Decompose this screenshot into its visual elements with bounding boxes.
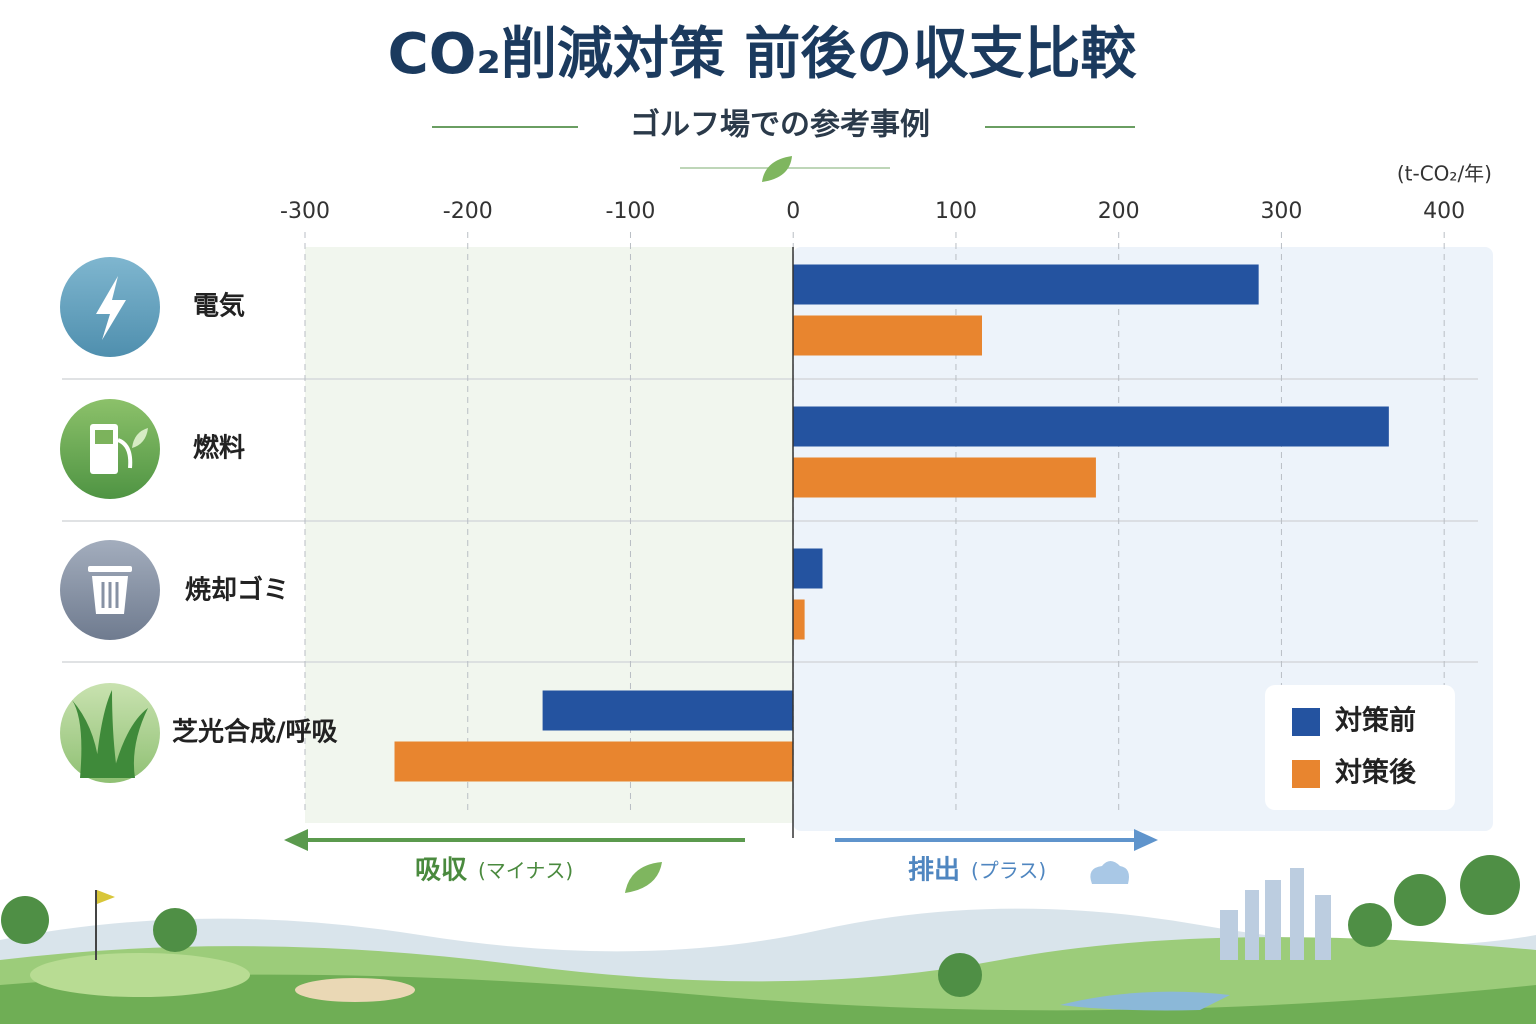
x-tick-label: 200	[1098, 199, 1140, 224]
emit-label: 排出	[908, 856, 960, 886]
emit-note: (プラス)	[971, 859, 1046, 883]
category-label: 燃料	[193, 434, 245, 464]
x-tick-label: -100	[606, 199, 656, 224]
x-tick-label: 400	[1423, 199, 1465, 224]
legend-label: 対策後	[1335, 757, 1417, 789]
legend-swatch	[1292, 760, 1320, 788]
category-icons	[60, 257, 160, 783]
category-label: 芝光合成/呼吸	[172, 717, 338, 748]
absorb-label: 吸収	[415, 856, 468, 886]
unit-label: (t-CO₂/年)	[1397, 162, 1492, 186]
category-label: 電気	[193, 291, 245, 322]
bar	[542, 690, 794, 731]
bar	[793, 457, 1096, 498]
legend-label: 対策前	[1335, 705, 1416, 737]
bar	[793, 406, 1389, 447]
x-tick-label: 100	[935, 199, 977, 224]
bar	[793, 599, 805, 640]
absorb-note: (マイナス)	[478, 859, 573, 883]
bar	[793, 548, 823, 589]
legend-box	[1265, 685, 1455, 810]
landscape	[0, 855, 1536, 1024]
bar	[793, 315, 982, 356]
category-label: 焼却ゴミ	[185, 575, 289, 606]
row-separators	[62, 378, 1478, 663]
x-tick-label: 0	[786, 199, 800, 224]
absorb-region	[305, 247, 793, 823]
leaf-icon	[762, 156, 792, 182]
chart-title: CO₂削減対策 前後の収支比較	[388, 22, 1138, 87]
chart-subtitle: ゴルフ場での参考事例	[630, 108, 930, 143]
direction-arrows	[284, 829, 1158, 893]
bar	[394, 741, 794, 782]
legend-swatch	[1292, 708, 1320, 736]
x-tick-label: -300	[280, 199, 330, 224]
x-tick-label: 300	[1260, 199, 1302, 224]
bar	[793, 264, 1259, 305]
x-tick-label: -200	[443, 199, 493, 224]
